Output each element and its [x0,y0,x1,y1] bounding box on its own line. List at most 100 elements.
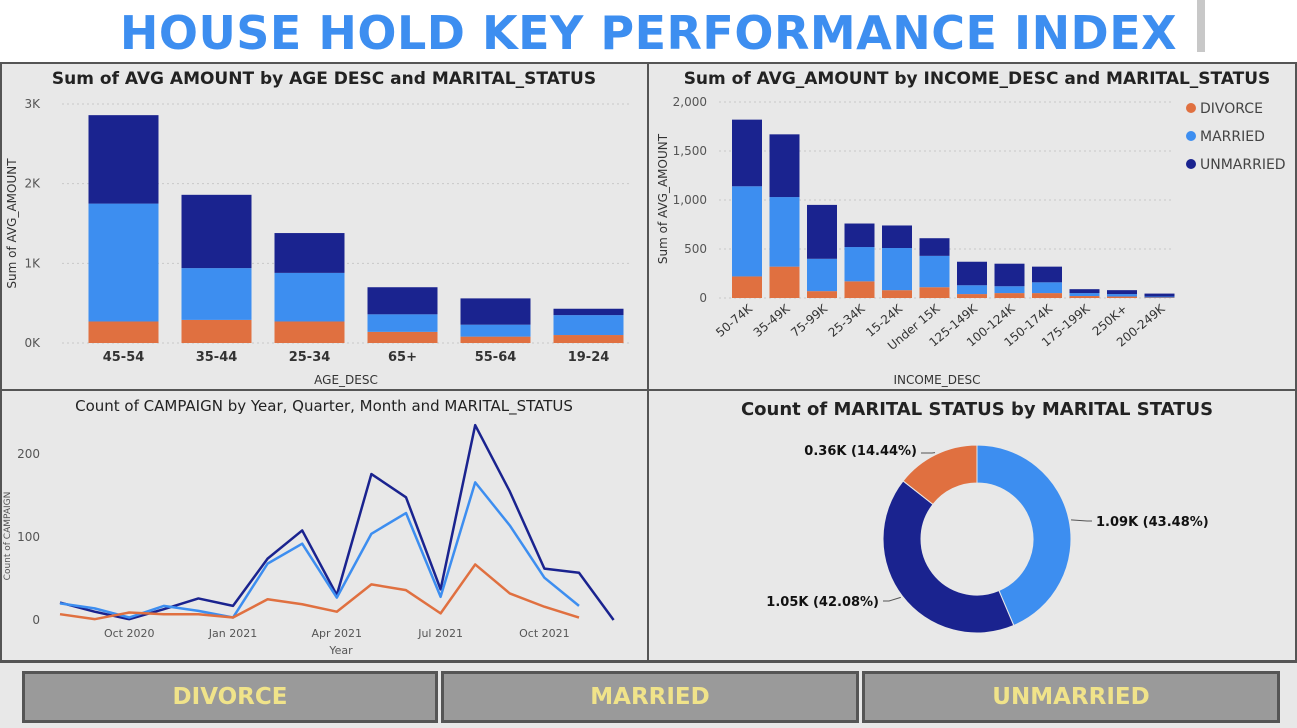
age-stacked-bar-chart: Sum of AVG AMOUNT by AGE DESC and MARITA… [2,64,648,390]
title-divider [1197,0,1205,52]
chart-title: Count of CAMPAIGN by Year, Quarter, Mont… [75,397,573,416]
x-tick-label: 35-49K [751,301,794,340]
series-line [60,482,579,617]
marital-donut-panel[interactable]: Count of MARITAL STATUS by MARITAL STATU… [647,389,1297,662]
bar-segment [461,337,531,343]
bar-segment [920,256,950,287]
divorce-button[interactable]: DIVORCE [22,671,438,723]
bar-segment [1070,296,1100,298]
y-tick-label: 500 [684,242,707,256]
legend-label: UNMARRIED [1200,157,1286,173]
y-tick-label: 0 [32,613,40,627]
x-tick-label: 75-99K [788,301,831,340]
campaign-chart-panel[interactable]: Count of CAMPAIGN by Year, Quarter, Mont… [0,389,650,662]
x-tick-label: 25-34K [826,301,869,340]
bar-segment [882,290,912,298]
y-tick-label: 0K [24,336,41,350]
bar-segment [807,259,837,291]
x-axis-label: AGE_DESC [314,373,378,387]
bar-segment [1070,293,1100,296]
income-stacked-bar-chart: Sum of AVG_AMOUNT by INCOME_DESC and MAR… [649,64,1295,390]
data-label: 1.09K (43.48%) [1096,515,1209,530]
unmarried-button[interactable]: UNMARRIED [862,671,1280,723]
bar-segment [1070,289,1100,293]
y-tick-label: 1K [24,256,41,270]
x-tick-label: 55-64 [475,350,517,365]
y-axis-label: Sum of AVG_AMOUNT [5,158,19,289]
bar-segment [554,335,624,343]
x-axis-label: INCOME_DESC [893,373,980,387]
bar-segment [1032,267,1062,283]
bar-segment [89,115,159,203]
bar-segment [1145,297,1175,298]
age-chart-panel[interactable]: Sum of AVG AMOUNT by AGE DESC and MARITA… [0,62,650,392]
x-tick-label: 65+ [388,350,417,365]
y-tick-label: 1,500 [673,144,707,158]
y-axis-label: Sum of AVG_AMOUNT [656,133,670,264]
bar-segment [182,195,252,268]
x-tick-label: Apr 2021 [312,627,363,640]
dashboard-title: HOUSE HOLD KEY PERFORMANCE INDEX [0,0,1297,62]
bar-segment [89,204,159,322]
legend-label: MARRIED [1200,129,1265,145]
bar-segment [461,298,531,324]
chart-title: Sum of AVG AMOUNT by AGE DESC and MARITA… [52,69,596,89]
y-tick-label: 100 [17,530,40,544]
x-axis-label: Year [328,644,353,657]
x-tick-label: Jul 2021 [417,627,463,640]
data-label: 1.05K (42.08%) [766,595,879,610]
bar-segment [368,314,438,332]
bar-segment [732,120,762,187]
marital-donut-chart: Count of MARITAL STATUS by MARITAL STATU… [649,391,1295,660]
bar-segment [882,225,912,248]
bar-segment [1107,294,1137,296]
bar-segment [554,315,624,335]
bar-segment [1145,294,1175,297]
legend-marker [1186,159,1196,169]
bar-segment [995,264,1025,287]
bar-segment [957,262,987,286]
bar-segment [368,332,438,343]
y-tick-label: 1,000 [673,193,707,207]
bar-segment [275,233,345,273]
x-tick-label: Oct 2020 [104,627,155,640]
bar-segment [845,281,875,298]
series-line [60,425,614,620]
bar-segment [182,268,252,320]
leader-line [883,597,901,601]
x-tick-label: 35-44 [196,350,238,365]
bar-segment [732,186,762,276]
bar-segment [995,286,1025,293]
y-axis-label: Count of CAMPAIGN [3,492,13,581]
x-tick-label: 50-74K [713,301,756,340]
bar-segment [770,197,800,267]
legend-marker [1186,131,1196,141]
x-tick-label: 25-34 [289,350,331,365]
bar-segment [1032,293,1062,298]
filter-bar: DIVORCE MARRIED UNMARRIED [0,661,1297,728]
campaign-line-chart: Count of CAMPAIGN by Year, Quarter, Mont… [2,391,648,660]
bar-segment [845,247,875,281]
x-tick-label: Jan 2021 [208,627,257,640]
data-label: 0.36K (14.44%) [804,444,917,459]
legend-label: DIVORCE [1200,101,1263,117]
x-tick-label: Oct 2021 [519,627,570,640]
x-tick-label: 45-54 [103,350,145,365]
bar-segment [461,325,531,337]
bar-segment [845,224,875,248]
y-tick-label: 2K [24,177,41,191]
bar-segment [275,273,345,322]
bar-segment [275,321,345,343]
bar-segment [957,285,987,294]
bar-segment [807,205,837,259]
bar-segment [89,321,159,343]
legend-marker [1186,103,1196,113]
bar-segment [807,291,837,298]
y-tick-label: 3K [24,97,41,111]
bar-segment [995,293,1025,298]
married-button[interactable]: MARRIED [441,671,859,723]
y-tick-label: 2,000 [673,95,707,109]
bar-segment [770,134,800,197]
income-chart-panel[interactable]: Sum of AVG_AMOUNT by INCOME_DESC and MAR… [647,62,1297,392]
bar-segment [1107,297,1137,298]
